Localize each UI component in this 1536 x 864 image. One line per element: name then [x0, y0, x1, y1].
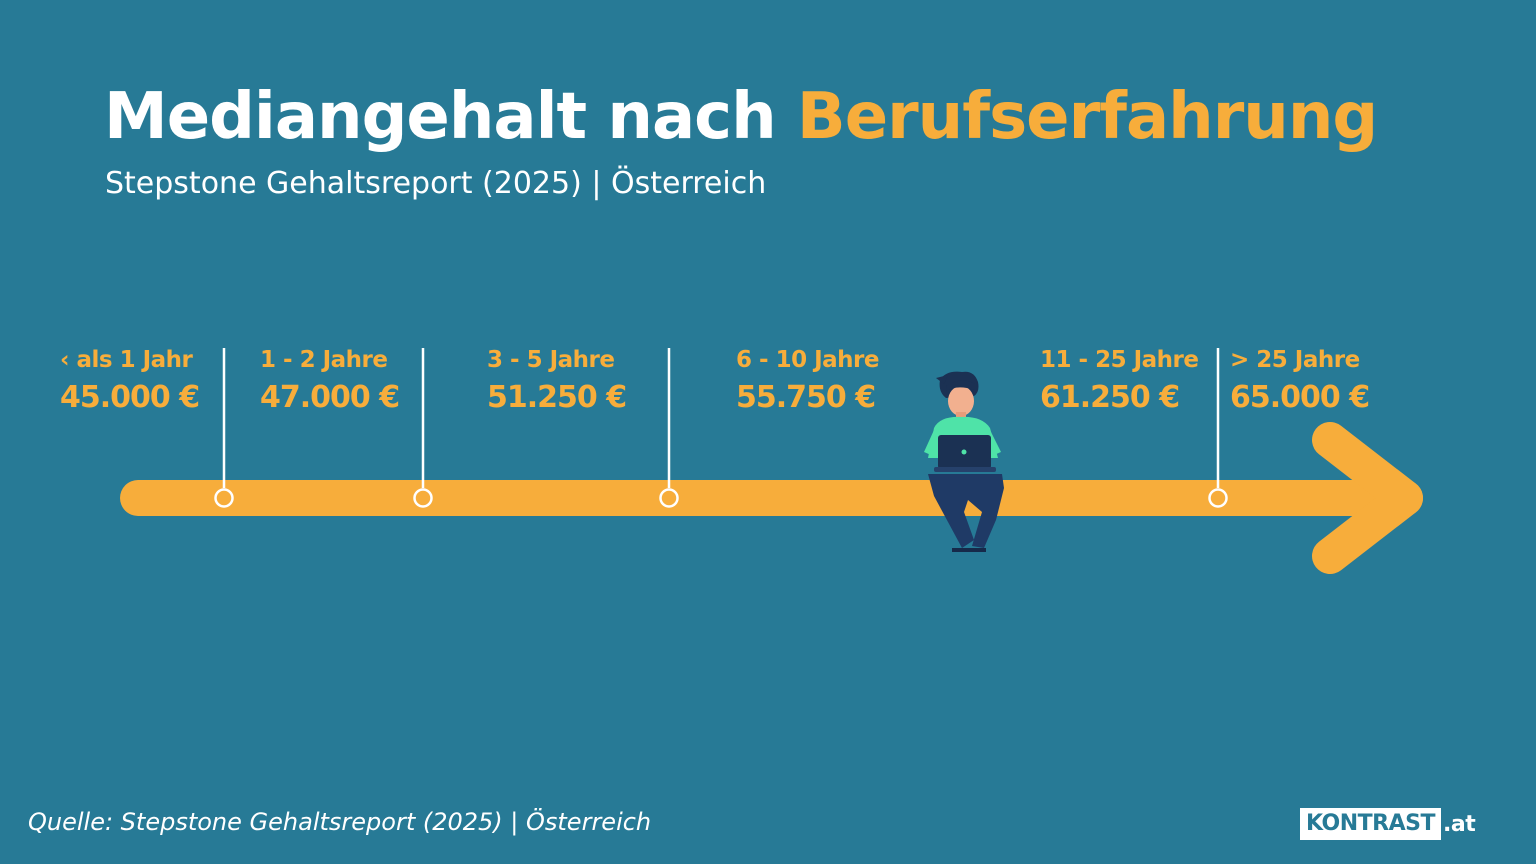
stage-item: 11 - 25 Jahre 61.250 €	[1040, 344, 1199, 420]
stage-item: ‹ als 1 Jahr 45.000 €	[60, 344, 200, 420]
person-illustration	[924, 371, 1004, 552]
subtitle: Stepstone Gehaltsreport (2025) | Österre…	[105, 166, 767, 201]
source-note: Quelle: Stepstone Gehaltsreport (2025) |…	[28, 808, 652, 836]
kontrast-logo: KONTRAST .at	[1300, 808, 1476, 840]
milestone-marker	[659, 488, 679, 508]
stage-salary: 55.750 €	[736, 380, 876, 415]
logo-name: KONTRAST	[1300, 808, 1441, 840]
stage-range: 1 - 2 Jahre	[260, 347, 388, 373]
stage-item: 3 - 5 Jahre 51.250 €	[487, 344, 627, 420]
stage-item: > 25 Jahre 65.000 €	[1230, 344, 1370, 420]
title-main: Mediangehalt nach	[104, 80, 777, 154]
stage-salary: 51.250 €	[487, 380, 627, 415]
stage-item: 6 - 10 Jahre 55.750 €	[736, 344, 879, 420]
stage-salary: 47.000 €	[260, 380, 400, 415]
stage-range: ‹ als 1 Jahr	[60, 347, 193, 373]
milestone-marker	[214, 488, 234, 508]
stage-salary: 61.250 €	[1040, 380, 1180, 415]
logo-tld: .at	[1443, 811, 1476, 837]
stage-item: 1 - 2 Jahre 47.000 €	[260, 344, 400, 420]
stage-salary: 45.000 €	[60, 380, 200, 415]
title-accent: Berufserfahrung	[796, 80, 1378, 154]
stage-range: 11 - 25 Jahre	[1040, 347, 1199, 373]
stage-range: 3 - 5 Jahre	[487, 347, 615, 373]
timeline-arrow-head	[1312, 422, 1423, 574]
page-title: Mediangehalt nach Berufserfahrung	[104, 72, 1378, 162]
stage-salary: 65.000 €	[1230, 380, 1370, 415]
milestone-marker	[1208, 488, 1228, 508]
stage-range: 6 - 10 Jahre	[736, 347, 879, 373]
milestone-marker	[413, 488, 433, 508]
stage-range: > 25 Jahre	[1230, 347, 1360, 373]
